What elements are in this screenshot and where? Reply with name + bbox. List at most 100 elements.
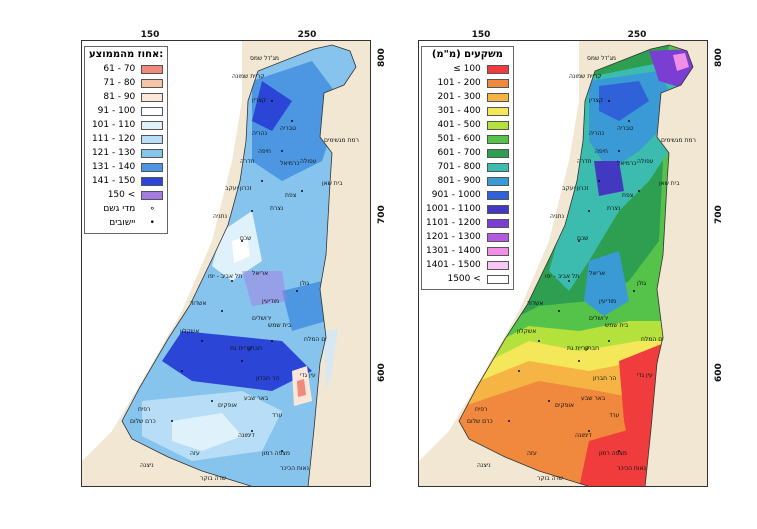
legend-swatch bbox=[486, 106, 509, 116]
y-tick-label: 800 bbox=[377, 48, 387, 67]
y-tick-label: 600 bbox=[714, 363, 724, 382]
legend-item: 71 - 80 bbox=[89, 76, 164, 90]
rain-gauge-icon: ∘ bbox=[149, 203, 156, 214]
legend-label: 111 - 120 bbox=[91, 133, 136, 144]
legend-label: 1201 - 1300 bbox=[426, 231, 481, 242]
legend-item: 701 - 800 bbox=[426, 160, 509, 174]
legend-swatch bbox=[486, 92, 509, 102]
legend-label: 131 - 140 bbox=[91, 161, 136, 172]
legend-swatch bbox=[486, 148, 509, 158]
legend-label: 91 - 100 bbox=[97, 105, 136, 116]
legend-label: 601 - 700 bbox=[437, 147, 481, 158]
settlement-dots bbox=[171, 100, 303, 452]
legend-swatch bbox=[486, 190, 509, 200]
legend-label: 101 - 110 bbox=[91, 119, 136, 130]
precipitation-legend: משקעים (מ"מ) ≤ 100 101 - 200 201 - 300 3… bbox=[421, 46, 514, 290]
legend-swatch bbox=[141, 106, 164, 116]
legend-label: ≤ 100 bbox=[453, 63, 481, 74]
legend-item: 111 - 120 bbox=[89, 132, 164, 146]
legend-label: 61 - 70 bbox=[103, 63, 136, 74]
legend-swatch bbox=[486, 120, 509, 130]
legend-label: מדי גשם bbox=[103, 203, 136, 214]
legend-swatch bbox=[141, 78, 164, 88]
x-tick-label: 150 bbox=[140, 30, 160, 40]
y-tick-label: 800 bbox=[714, 48, 724, 67]
legend-item: 91 - 100 bbox=[89, 104, 164, 118]
legend-swatch bbox=[486, 176, 509, 186]
legend-item: 401 - 500 bbox=[426, 118, 509, 132]
percent-of-average-map bbox=[82, 41, 370, 486]
legend-symbol-row: מדי גשם ∘ bbox=[89, 202, 163, 216]
legend-label: 201 - 300 bbox=[437, 91, 481, 102]
legend-label: 1500 < bbox=[447, 273, 481, 284]
legend-swatch bbox=[141, 120, 164, 130]
legend-label: 901 - 1000 bbox=[431, 189, 481, 200]
legend-label: 71 - 80 bbox=[103, 77, 136, 88]
x-tick-label: 250 bbox=[627, 30, 647, 40]
y-tick-label: 700 bbox=[377, 205, 387, 224]
legend-swatch bbox=[486, 78, 509, 88]
legend-swatch bbox=[141, 176, 164, 186]
legend-item: 61 - 70 bbox=[89, 62, 164, 76]
percent-of-average-map-panel: 150 250 800 700 600 bbox=[81, 30, 387, 487]
legend-symbol-row: יישובים • bbox=[89, 216, 163, 230]
legend-label: 701 - 800 bbox=[437, 161, 481, 172]
legend-swatch bbox=[486, 246, 509, 256]
legend-item: 601 - 700 bbox=[426, 146, 509, 160]
legend-swatch bbox=[486, 260, 509, 270]
legend-item: 901 - 1000 bbox=[426, 188, 509, 202]
legend-swatch bbox=[141, 134, 164, 144]
legend-swatch bbox=[486, 274, 509, 284]
legend-item: 1101 - 1200 bbox=[426, 216, 509, 230]
x-tick-label: 150 bbox=[471, 30, 491, 40]
legend-label: יישובים bbox=[109, 217, 136, 228]
legend-swatch bbox=[486, 162, 509, 172]
legend-item: 501 - 600 bbox=[426, 132, 509, 146]
legend-swatch bbox=[486, 64, 509, 74]
legend-item: 101 - 110 bbox=[89, 118, 164, 132]
settlement-dots bbox=[508, 100, 640, 452]
legend-label: 801 - 900 bbox=[437, 175, 481, 186]
legend-item: 150 < bbox=[89, 188, 164, 202]
legend-item: 1500 < bbox=[426, 272, 509, 286]
legend-label: 501 - 600 bbox=[437, 133, 481, 144]
legend-title: משקעים (מ"מ) bbox=[431, 49, 503, 60]
legend-label: 81 - 90 bbox=[103, 91, 136, 102]
legend-item: 301 - 400 bbox=[426, 104, 509, 118]
legend-title: אחוז מהממוצע: bbox=[89, 49, 164, 60]
y-tick-label: 600 bbox=[377, 363, 387, 382]
settlement-icon: • bbox=[149, 217, 155, 228]
legend-label: 1301 - 1400 bbox=[426, 245, 481, 256]
legend-swatch bbox=[486, 134, 509, 144]
legend-item: 1401 - 1500 bbox=[426, 258, 509, 272]
legend-swatch bbox=[141, 148, 164, 158]
legend-swatch bbox=[141, 190, 164, 200]
legend-item: 131 - 140 bbox=[89, 160, 164, 174]
legend-item: 81 - 90 bbox=[89, 90, 164, 104]
precipitation-map-panel: 150 250 800 700 600 bbox=[418, 30, 724, 487]
y-tick-label: 700 bbox=[714, 205, 724, 224]
legend-swatch bbox=[141, 64, 164, 74]
legend-swatch bbox=[486, 204, 509, 214]
map-frame bbox=[81, 40, 371, 487]
legend-swatch bbox=[486, 232, 509, 242]
legend-item: 121 - 130 bbox=[89, 146, 164, 160]
legend-swatch bbox=[141, 92, 164, 102]
legend-item: 201 - 300 bbox=[426, 90, 509, 104]
legend-item: 1001 - 1100 bbox=[426, 202, 509, 216]
legend-swatch bbox=[486, 218, 509, 228]
legend-item: ≤ 100 bbox=[426, 62, 509, 76]
legend-label: 101 - 200 bbox=[437, 77, 481, 88]
legend-item: 1201 - 1300 bbox=[426, 230, 509, 244]
legend-label: 121 - 130 bbox=[91, 147, 136, 158]
legend-label: 141 - 150 bbox=[91, 175, 136, 186]
legend-item: 801 - 900 bbox=[426, 174, 509, 188]
legend-label: 301 - 400 bbox=[437, 105, 481, 116]
x-tick-label: 250 bbox=[297, 30, 317, 40]
legend-label: 1001 - 1100 bbox=[426, 203, 481, 214]
legend-item: 1301 - 1400 bbox=[426, 244, 509, 258]
legend-item: 141 - 150 bbox=[89, 174, 164, 188]
legend-swatch bbox=[141, 162, 164, 172]
legend-label: 1401 - 1500 bbox=[426, 259, 481, 270]
legend-label: 150 < bbox=[107, 189, 136, 200]
